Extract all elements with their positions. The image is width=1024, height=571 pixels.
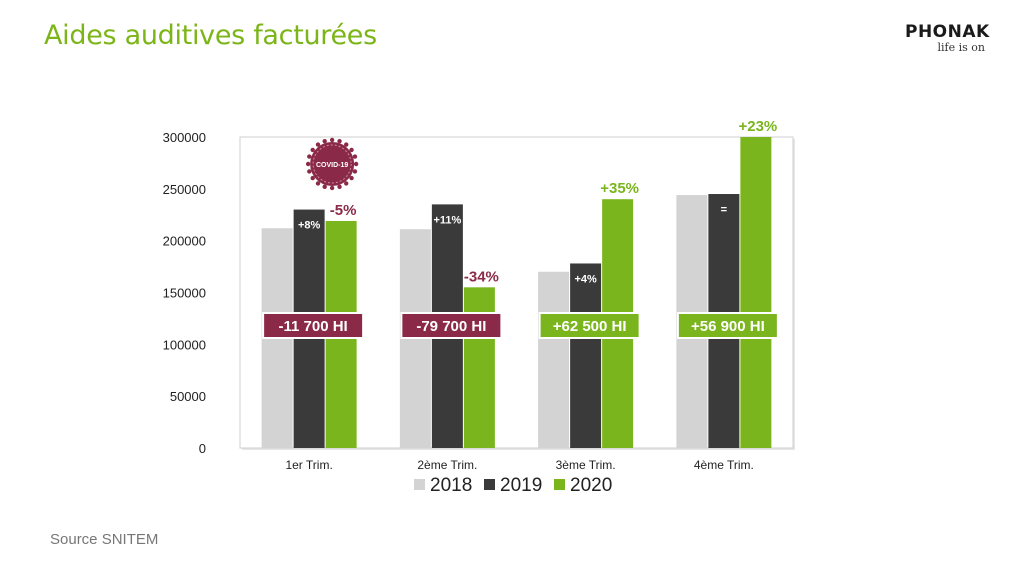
virus-spike-icon (329, 137, 335, 143)
bar-2019-3 (570, 263, 602, 448)
virus-spike-icon (322, 138, 327, 144)
difference-label: -79 700 HI (416, 318, 486, 335)
y-tick-label: 0 (199, 441, 206, 456)
difference-box-bg (400, 312, 503, 339)
virus-spike-icon (307, 154, 312, 159)
difference-box-bg (538, 312, 641, 339)
virus-icon (310, 142, 355, 186)
virus-spike-icon (305, 161, 311, 167)
x-tick-label: 2ème Trim. (417, 458, 477, 472)
bar-2018-3 (538, 271, 570, 448)
bar-2020-2 (463, 287, 495, 448)
legend-swatch (414, 479, 425, 490)
y-tick-label: 200000 (163, 234, 206, 249)
annotation-2019: +8% (298, 220, 321, 232)
legend-swatch (484, 479, 495, 490)
logo-name: PHONAK (905, 22, 990, 42)
y-tick-label: 150000 (163, 286, 206, 301)
annotation-2020: -5% (330, 202, 357, 219)
virus-spike-icon (315, 181, 321, 186)
difference-label: -11 700 HI (279, 318, 348, 335)
badge-label: COVID-19 (316, 162, 348, 169)
bar-2020-4 (740, 137, 772, 448)
covid-badge: COVID-19 (305, 137, 359, 191)
legend-label: 2018 (430, 475, 472, 496)
virus-spike-icon (315, 142, 321, 147)
y-tick-label: 100000 (163, 337, 206, 352)
difference-box-bg (676, 312, 779, 339)
virus-spike-icon (337, 138, 342, 144)
annotation-2020: -34% (464, 268, 499, 285)
x-tick-label: 3ème Trim. (556, 458, 616, 472)
virus-spike-icon (307, 169, 312, 174)
x-tick-label: 4ème Trim. (694, 458, 754, 472)
virus-spike-icon (337, 184, 342, 190)
virus-spike-icon (310, 147, 315, 153)
y-tick-label: 50000 (170, 389, 206, 404)
difference-label: +56 900 HI (691, 318, 765, 335)
difference-box: +56 900 HI (676, 312, 779, 339)
y-tick-label: 250000 (163, 182, 206, 197)
slide-title: Aides auditives facturées (44, 20, 377, 51)
legend-label: 2019 (500, 475, 542, 496)
difference-box: -79 700 HI (400, 312, 503, 339)
annotation-2020: +35% (600, 180, 639, 197)
virus-ring (312, 144, 352, 184)
virus-spike-icon (353, 161, 359, 167)
difference-box: +62 500 HI (538, 312, 641, 339)
x-tick-label: 1er Trim. (285, 458, 332, 472)
source-note: Source SNITEM (50, 531, 159, 548)
virus-spike-icon (329, 185, 335, 191)
annotation-2019: +4% (574, 273, 597, 285)
y-tick-label: 300000 (163, 130, 206, 145)
virus-spike-icon (349, 147, 354, 153)
annotation-2019: +11% (433, 214, 461, 226)
virus-spike-icon (344, 142, 349, 147)
legend-item-2020: 2020 (554, 475, 612, 496)
difference-box-bg (262, 312, 365, 339)
virus-spike-icon (310, 175, 315, 181)
difference-label: +62 500 HI (553, 318, 627, 335)
virus-spike-icon (344, 181, 349, 186)
legend-item-2018: 2018 (414, 475, 472, 496)
legend-item-2019: 2019 (484, 475, 542, 496)
virus-spike-icon (352, 154, 358, 159)
legend-swatch (554, 479, 565, 490)
phonak-logo: PHONAK life is on (905, 22, 990, 54)
virus-spike-icon (349, 175, 354, 181)
virus-spike-icon (322, 184, 327, 190)
virus-spike-icon (352, 169, 358, 174)
annotation-2020: +23% (738, 118, 777, 135)
difference-box: -11 700 HI (262, 312, 365, 339)
legend-label: 2020 (570, 475, 612, 496)
annotation-2019: = (721, 204, 727, 216)
logo-tagline: life is on (937, 41, 985, 54)
